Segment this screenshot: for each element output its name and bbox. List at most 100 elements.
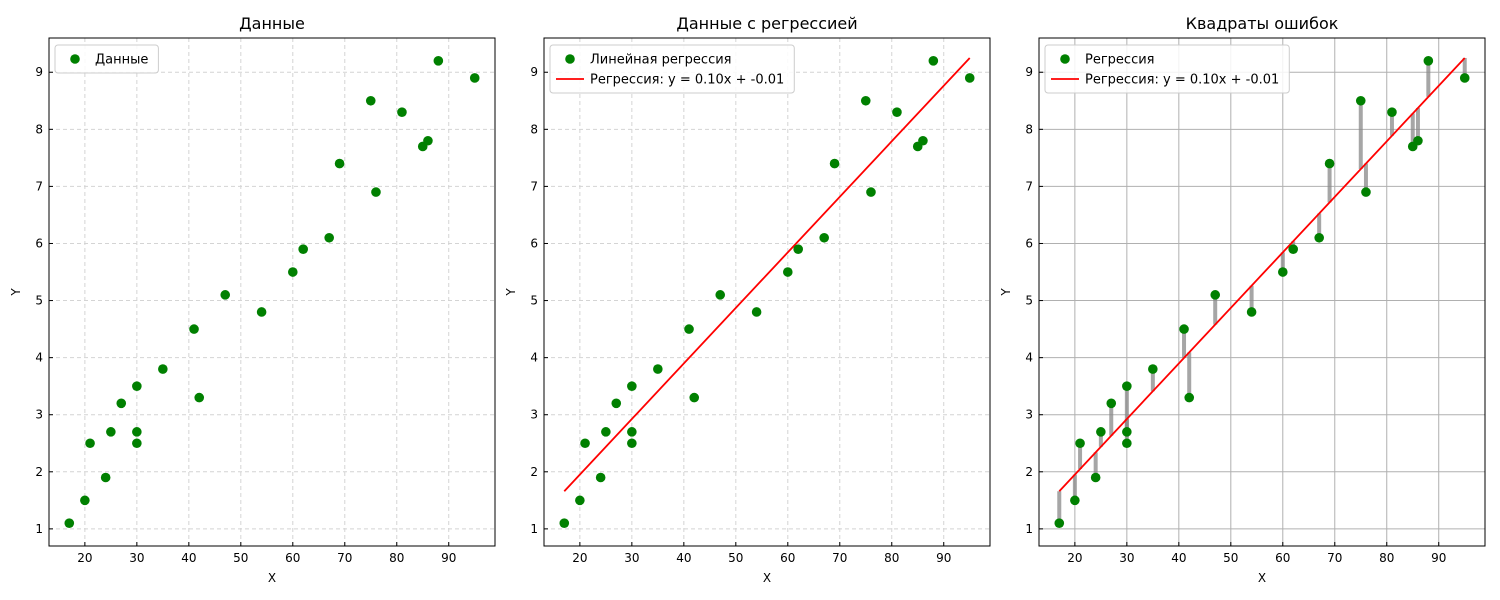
y-tick-label: 5 bbox=[35, 294, 43, 308]
data-point bbox=[85, 438, 95, 449]
x-tick-label: 30 bbox=[624, 551, 639, 565]
regression-line bbox=[1058, 57, 1466, 492]
legend-box bbox=[1044, 44, 1290, 94]
data-point bbox=[1054, 518, 1065, 528]
data-point bbox=[100, 472, 111, 483]
y-tick-label: 7 bbox=[530, 179, 538, 193]
data-point bbox=[1096, 427, 1106, 437]
data-point bbox=[298, 244, 308, 254]
y-tick-label: 3 bbox=[530, 408, 538, 422]
x-tick-label: 60 bbox=[285, 551, 300, 565]
data-point bbox=[1413, 135, 1423, 146]
data-point bbox=[397, 107, 407, 118]
x-tick-label: 50 bbox=[728, 551, 743, 565]
legend-marker bbox=[1060, 54, 1070, 64]
y-tick-label: 7 bbox=[35, 179, 43, 193]
legend-label: Линейная регрессия bbox=[590, 53, 731, 68]
data-point bbox=[371, 187, 381, 197]
data-point bbox=[423, 135, 433, 146]
data-point bbox=[689, 392, 700, 403]
x-tick-label: 70 bbox=[832, 551, 847, 565]
data-point bbox=[132, 427, 142, 437]
data-point bbox=[580, 438, 590, 449]
regression-line bbox=[563, 57, 971, 492]
data-point bbox=[860, 95, 871, 106]
data-point bbox=[595, 472, 606, 483]
data-point bbox=[964, 73, 975, 83]
data-point bbox=[106, 427, 116, 437]
legend: Линейная регрессия Регрессия: y = 0.10x +… bbox=[549, 44, 795, 94]
y-axis-label: Y bbox=[504, 288, 518, 297]
y-tick-label: 4 bbox=[1025, 351, 1033, 365]
data-point bbox=[158, 364, 168, 374]
y-tick-label: 2 bbox=[1025, 465, 1033, 479]
data-point bbox=[653, 364, 663, 374]
data-point bbox=[433, 56, 444, 66]
chart-title: Данные с регрессией bbox=[676, 14, 857, 33]
data-point bbox=[918, 135, 928, 146]
chart-1: 20 30 40 50 60 70 80 90 1 2 3 4 5 6 7 8 9 Данные X Y Данные bbox=[9, 14, 496, 585]
x-tick-label: 20 bbox=[1067, 551, 1082, 565]
data-point bbox=[1277, 267, 1288, 277]
data-point bbox=[1314, 232, 1324, 243]
legend-box bbox=[54, 44, 159, 74]
data-point bbox=[1070, 495, 1080, 506]
data-point bbox=[1355, 95, 1366, 106]
x-tick-label: 20 bbox=[77, 551, 92, 565]
y-tick-label: 9 bbox=[1025, 65, 1033, 79]
y-tick-label: 8 bbox=[35, 122, 43, 136]
data-point bbox=[1179, 324, 1189, 334]
data-point bbox=[365, 95, 376, 106]
x-tick-label: 70 bbox=[1327, 551, 1342, 565]
data-point bbox=[80, 495, 90, 506]
data-point bbox=[751, 307, 762, 317]
x-tick-label: 40 bbox=[676, 551, 691, 565]
data-point bbox=[132, 438, 142, 449]
data-point bbox=[469, 73, 480, 83]
y-tick-label: 2 bbox=[35, 465, 43, 479]
x-tick-label: 80 bbox=[1379, 551, 1394, 565]
x-tick-label: 70 bbox=[337, 551, 352, 565]
chart-title: Данные bbox=[239, 14, 305, 33]
y-axis-label: Y bbox=[999, 288, 1013, 297]
y-tick-label: 2 bbox=[530, 465, 538, 479]
y-tick-label: 5 bbox=[1025, 294, 1033, 308]
x-axis-label: X bbox=[763, 571, 771, 585]
y-tick-label: 9 bbox=[35, 65, 43, 79]
x-tick-label: 50 bbox=[1223, 551, 1238, 565]
data-point bbox=[1288, 244, 1298, 254]
data-point bbox=[601, 427, 611, 437]
data-point bbox=[627, 427, 637, 437]
data-point bbox=[1387, 107, 1397, 118]
x-tick-label: 60 bbox=[1275, 551, 1290, 565]
y-tick-label: 3 bbox=[35, 408, 43, 422]
plot-frame bbox=[1038, 37, 1486, 547]
y-tick-label: 4 bbox=[530, 351, 538, 365]
data-point bbox=[1090, 472, 1101, 483]
data-point bbox=[64, 518, 75, 528]
x-tick-label: 50 bbox=[233, 551, 248, 565]
x-tick-label: 80 bbox=[389, 551, 404, 565]
y-tick-label: 7 bbox=[1025, 179, 1033, 193]
data-point bbox=[1210, 290, 1221, 300]
x-tick-label: 90 bbox=[1431, 551, 1446, 565]
chart-title: Квадраты ошибок bbox=[1186, 14, 1339, 33]
x-tick-label: 80 bbox=[884, 551, 899, 565]
y-tick-label: 8 bbox=[530, 122, 538, 136]
legend: Регрессия Регрессия: y = 0.10x + -0.01 bbox=[1044, 44, 1290, 94]
x-tick-label: 60 bbox=[780, 551, 795, 565]
data-point bbox=[1122, 381, 1132, 391]
data-point bbox=[575, 495, 585, 506]
data-point bbox=[1459, 73, 1470, 83]
y-tick-label: 6 bbox=[1025, 236, 1033, 250]
data-point bbox=[256, 307, 267, 317]
data-point bbox=[194, 392, 205, 403]
data-point bbox=[1361, 187, 1371, 197]
data-point bbox=[1106, 398, 1117, 409]
chart-3: 20 30 40 50 60 70 80 90 1 2 3 4 5 6 7 8 9 Квадраты ошибок… bbox=[999, 14, 1486, 585]
data-point bbox=[1324, 158, 1335, 169]
x-tick-label: 40 bbox=[1171, 551, 1186, 565]
data-point bbox=[684, 324, 694, 334]
y-tick-label: 8 bbox=[1025, 122, 1033, 136]
data-point bbox=[116, 398, 127, 409]
